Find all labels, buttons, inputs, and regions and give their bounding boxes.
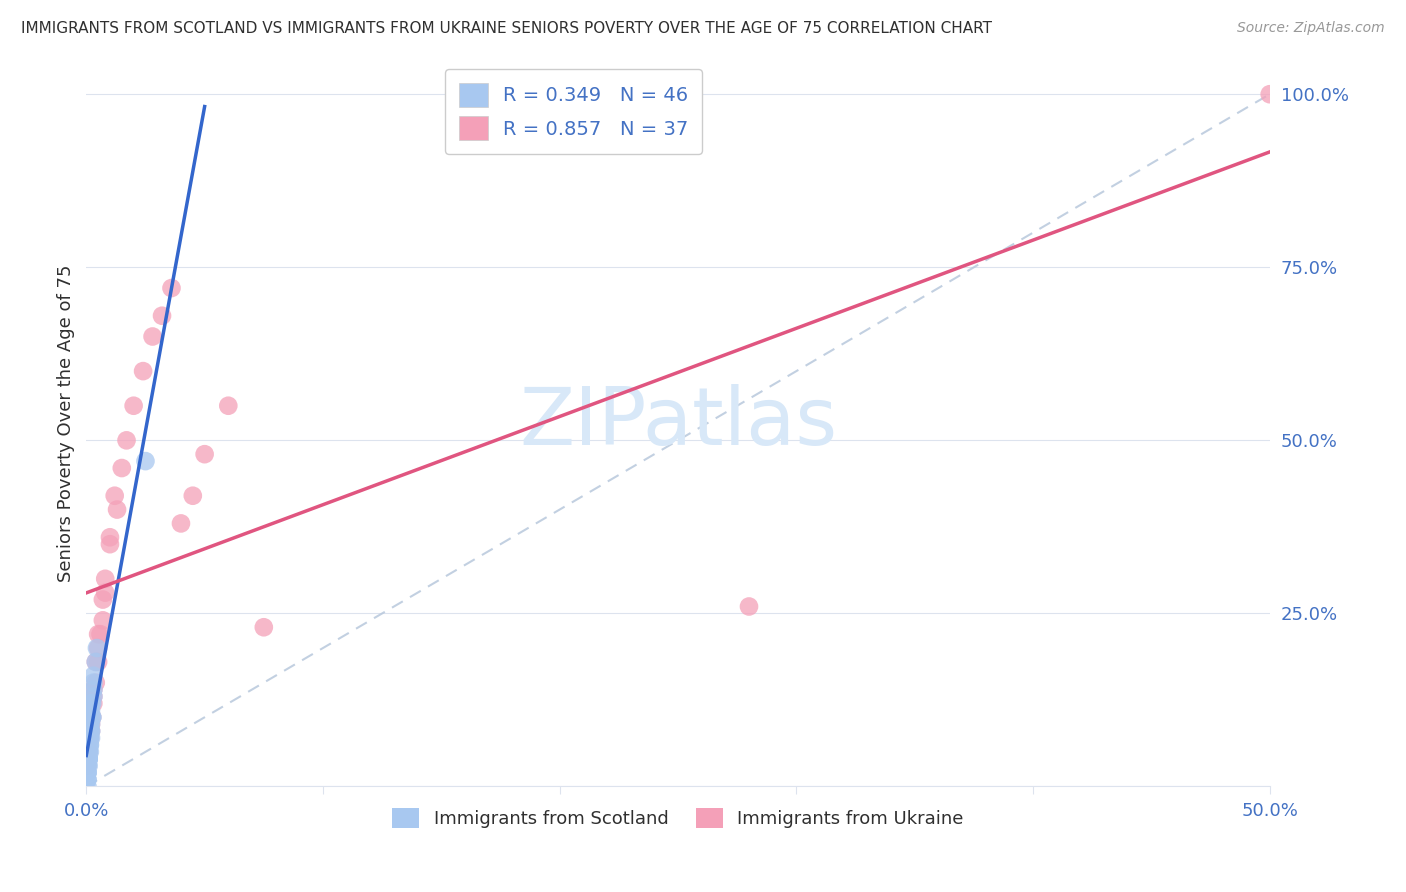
- Point: [79, 731, 101, 745]
- Point: [134, 454, 156, 468]
- Point: [76, 710, 98, 724]
- Point: [91, 613, 114, 627]
- Point: [77, 738, 100, 752]
- Point: [84, 655, 107, 669]
- Legend: Immigrants from Scotland, Immigrants from Ukraine: Immigrants from Scotland, Immigrants fro…: [385, 801, 972, 836]
- Point: [82, 669, 104, 683]
- Point: [80, 717, 103, 731]
- Point: [76, 772, 98, 787]
- Point: [79, 717, 101, 731]
- Point: [76, 758, 98, 772]
- Point: [77, 731, 100, 745]
- Point: [80, 697, 103, 711]
- Text: Source: ZipAtlas.com: Source: ZipAtlas.com: [1237, 21, 1385, 35]
- Text: IMMIGRANTS FROM SCOTLAND VS IMMIGRANTS FROM UKRAINE SENIORS POVERTY OVER THE AGE: IMMIGRANTS FROM SCOTLAND VS IMMIGRANTS F…: [21, 21, 993, 36]
- Point: [82, 682, 104, 697]
- Point: [1258, 87, 1281, 102]
- Point: [77, 745, 100, 759]
- Point: [80, 724, 103, 739]
- Point: [91, 592, 114, 607]
- Point: [82, 682, 104, 697]
- Point: [77, 745, 100, 759]
- Point: [150, 309, 173, 323]
- Point: [76, 765, 98, 780]
- Point: [89, 627, 111, 641]
- Point: [76, 765, 98, 780]
- Point: [181, 489, 204, 503]
- Point: [87, 640, 110, 655]
- Point: [82, 690, 104, 704]
- Point: [76, 758, 98, 772]
- Point: [80, 731, 103, 745]
- Point: [80, 717, 103, 731]
- Point: [87, 627, 110, 641]
- Point: [79, 731, 101, 745]
- Point: [79, 717, 101, 731]
- Point: [194, 447, 217, 461]
- Point: [79, 724, 101, 739]
- Point: [76, 765, 98, 780]
- Point: [76, 758, 98, 772]
- Point: [80, 724, 103, 739]
- Point: [77, 752, 100, 766]
- Point: [77, 752, 100, 766]
- Point: [77, 758, 100, 772]
- Point: [122, 399, 145, 413]
- Point: [84, 675, 107, 690]
- Text: ZIPatlas: ZIPatlas: [519, 384, 837, 462]
- Point: [76, 745, 98, 759]
- Point: [79, 738, 101, 752]
- Point: [82, 710, 104, 724]
- Point: [111, 461, 134, 475]
- Point: [142, 329, 165, 343]
- Point: [87, 655, 110, 669]
- Point: [82, 675, 104, 690]
- Point: [94, 572, 117, 586]
- Point: [98, 530, 121, 544]
- Point: [80, 703, 103, 717]
- Point: [98, 537, 121, 551]
- Point: [217, 399, 239, 413]
- Point: [82, 710, 104, 724]
- Point: [77, 752, 100, 766]
- Point: [77, 745, 100, 759]
- Point: [82, 697, 104, 711]
- Point: [82, 710, 104, 724]
- Point: [77, 724, 100, 739]
- Point: [104, 489, 127, 503]
- Point: [76, 772, 98, 787]
- Point: [79, 745, 101, 759]
- Point: [76, 780, 98, 794]
- Point: [132, 364, 155, 378]
- Y-axis label: Seniors Poverty Over the Age of 75: Seniors Poverty Over the Age of 75: [58, 264, 75, 582]
- Point: [79, 703, 101, 717]
- Point: [82, 690, 104, 704]
- Point: [82, 697, 104, 711]
- Point: [79, 738, 101, 752]
- Point: [77, 752, 100, 766]
- Point: [105, 502, 128, 516]
- Point: [77, 738, 100, 752]
- Point: [253, 620, 276, 634]
- Point: [738, 599, 761, 614]
- Point: [170, 516, 193, 531]
- Point: [79, 731, 101, 745]
- Point: [115, 434, 138, 448]
- Point: [160, 281, 183, 295]
- Point: [94, 585, 117, 599]
- Point: [86, 640, 108, 655]
- Point: [80, 724, 103, 739]
- Point: [84, 655, 107, 669]
